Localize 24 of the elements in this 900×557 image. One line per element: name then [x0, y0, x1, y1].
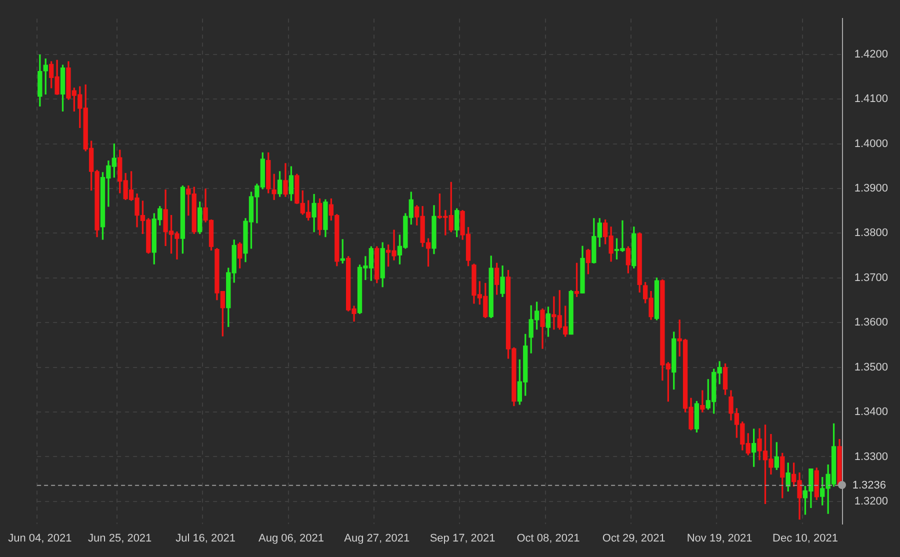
y-tick-label: 1.3500 [854, 361, 888, 374]
y-tick-label: 1.3300 [854, 450, 888, 463]
ref-line-label: 1.3236 [852, 479, 886, 492]
y-tick-label: 1.3400 [854, 406, 888, 418]
x-tick-label: Aug 06, 2021 [258, 532, 324, 544]
x-tick-label: Dec 10, 2021 [772, 532, 838, 544]
y-tick-label: 1.3600 [854, 316, 888, 329]
y-tick-label: 1.4200 [854, 48, 888, 60]
candlestick [700, 390, 705, 412]
x-tick-label: Nov 19, 2021 [686, 532, 752, 544]
x-tick-label: Oct 29, 2021 [602, 532, 666, 544]
x-tick-label: Jul 16, 2021 [176, 532, 236, 544]
y-tick-label: 1.3900 [854, 182, 888, 195]
x-tick-label: Oct 08, 2021 [516, 532, 580, 544]
x-tick-label: Aug 27, 2021 [344, 532, 410, 544]
y-tick-label: 1.3800 [854, 227, 888, 240]
x-tick-label: Jun 04, 2021 [8, 532, 72, 544]
y-tick-label: 1.4100 [854, 93, 888, 106]
y-tick-label: 1.4000 [854, 138, 888, 150]
x-tick-label: Jun 25, 2021 [88, 532, 152, 544]
y-tick-label: 1.3700 [854, 272, 888, 284]
x-tick-label: Sep 17, 2021 [430, 532, 496, 544]
y-tick-label: 1.3200 [854, 495, 888, 508]
candlestick [272, 174, 276, 200]
